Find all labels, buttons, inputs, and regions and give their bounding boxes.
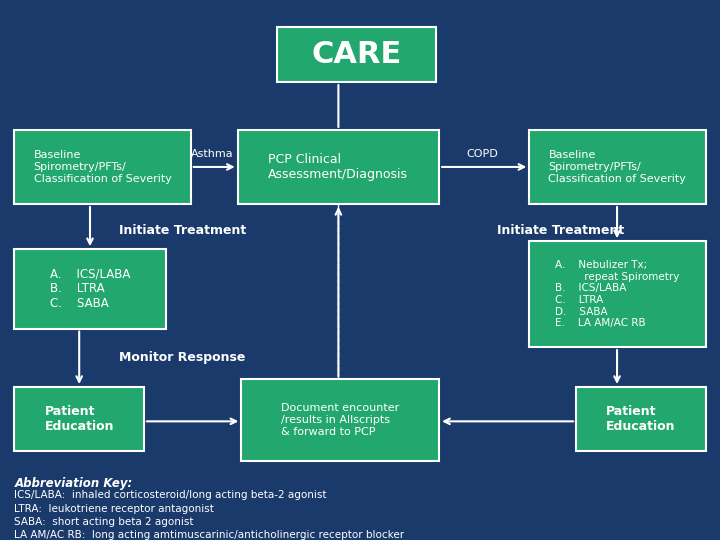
- FancyBboxPatch shape: [529, 130, 706, 204]
- Text: Baseline
Spirometry/PFTs/
Classification of Severity: Baseline Spirometry/PFTs/ Classification…: [34, 150, 171, 184]
- FancyBboxPatch shape: [14, 130, 191, 204]
- Text: Document encounter
/results in Allscripts
& forward to PCP: Document encounter /results in Allscript…: [281, 403, 400, 437]
- Text: Asthma: Asthma: [191, 149, 234, 159]
- FancyBboxPatch shape: [238, 130, 439, 204]
- Text: LTRA:  leukotriene receptor antagonist: LTRA: leukotriene receptor antagonist: [14, 503, 215, 514]
- Text: Patient
Education: Patient Education: [606, 404, 675, 433]
- Text: COPD: COPD: [467, 149, 498, 159]
- FancyBboxPatch shape: [576, 387, 706, 450]
- FancyBboxPatch shape: [529, 241, 706, 347]
- Text: Initiate Treatment: Initiate Treatment: [497, 224, 624, 237]
- FancyBboxPatch shape: [241, 379, 439, 461]
- Text: Baseline
Spirometry/PFTs/
Classification of Severity: Baseline Spirometry/PFTs/ Classification…: [549, 150, 686, 184]
- Text: CARE: CARE: [311, 40, 402, 69]
- Text: A.    ICS/LABA
B.    LTRA
C.    SABA: A. ICS/LABA B. LTRA C. SABA: [50, 267, 130, 310]
- FancyBboxPatch shape: [277, 26, 436, 82]
- Text: ICS/LABA:  inhaled corticosteroid/long acting beta-2 agonist: ICS/LABA: inhaled corticosteroid/long ac…: [14, 490, 327, 500]
- Text: LA AM/AC RB:  long acting amtimuscarinic/anticholinergic receptor blocker: LA AM/AC RB: long acting amtimuscarinic/…: [14, 530, 405, 540]
- Text: SABA:  short acting beta 2 agonist: SABA: short acting beta 2 agonist: [14, 517, 194, 526]
- Text: PCP Clinical
Assessment/Diagnosis: PCP Clinical Assessment/Diagnosis: [269, 153, 408, 181]
- Text: A.    Nebulizer Tx;
         repeat Spirometry
B.    ICS/LABA
C.    LTRA
D.    S: A. Nebulizer Tx; repeat Spirometry B. IC…: [555, 260, 680, 328]
- Text: Initiate Treatment: Initiate Treatment: [119, 224, 246, 237]
- FancyBboxPatch shape: [14, 249, 166, 329]
- Text: Abbreviation Key:: Abbreviation Key:: [14, 477, 132, 490]
- Text: Patient
Education: Patient Education: [45, 404, 114, 433]
- Text: Monitor Response: Monitor Response: [119, 351, 246, 364]
- FancyBboxPatch shape: [14, 387, 144, 450]
